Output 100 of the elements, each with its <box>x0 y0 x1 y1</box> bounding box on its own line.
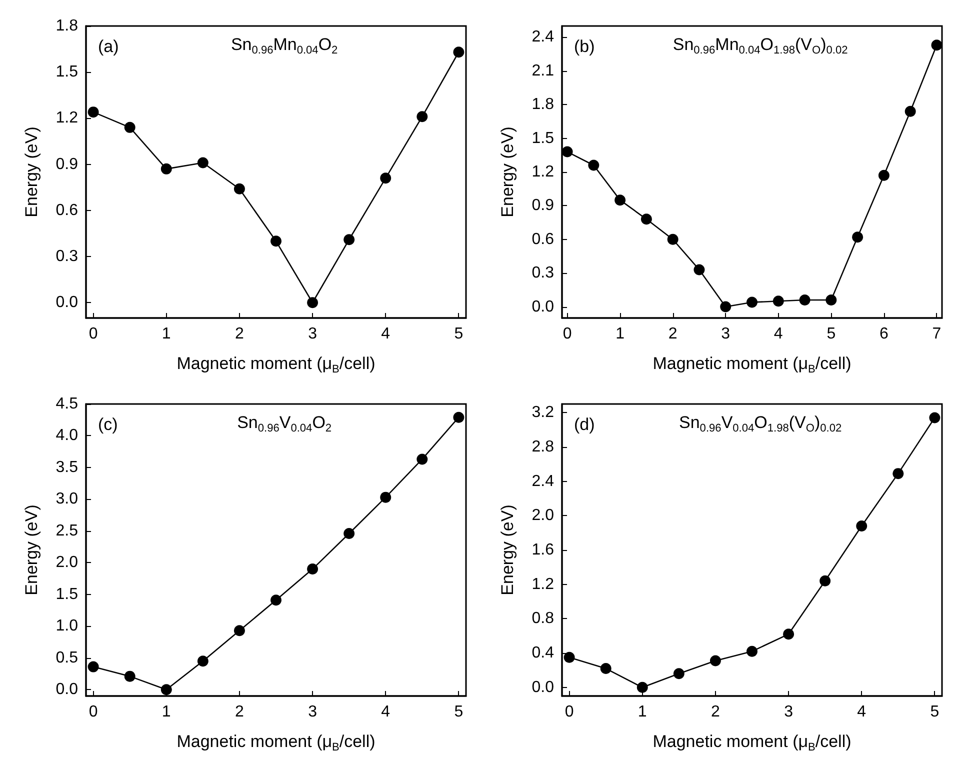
x-tick-label: 0 <box>88 704 98 720</box>
point <box>856 520 868 532</box>
x-tick-label: 0 <box>562 326 572 342</box>
annotation: (c) <box>98 415 118 434</box>
y-tick-label: 0.3 <box>532 264 554 282</box>
point <box>826 294 837 306</box>
annotation: (d) <box>574 415 595 434</box>
point <box>588 160 600 171</box>
y-axis-title: Energy (eV) <box>22 504 41 596</box>
y-tick-label: 1.5 <box>56 586 78 603</box>
point <box>694 264 705 276</box>
point <box>234 183 245 194</box>
point <box>746 646 758 657</box>
point <box>270 236 282 247</box>
x-tick-label: 1 <box>638 704 647 720</box>
point <box>416 454 428 465</box>
y-tick-label: 0.6 <box>532 230 554 248</box>
y-axis-title: Energy (eV) <box>498 504 517 596</box>
x-tick-label: 5 <box>454 704 464 720</box>
y-tick-label: 0.5 <box>56 649 78 666</box>
x-tick-label: 4 <box>381 326 390 342</box>
point <box>88 106 99 118</box>
y-tick-label: 0.9 <box>532 197 554 214</box>
x-tick-label: 1 <box>162 704 171 720</box>
point <box>380 492 392 503</box>
y-tick-label: 0.8 <box>532 610 554 628</box>
y-tick-label: 0.0 <box>56 294 78 312</box>
y-tick-label: 0.4 <box>532 644 554 662</box>
y-tick-label: 1.0 <box>56 618 78 635</box>
point <box>160 163 172 174</box>
x-tick-label: 6 <box>879 326 888 342</box>
point <box>720 301 732 312</box>
x-tick-label: 5 <box>454 326 464 342</box>
x-tick-label: 3 <box>308 704 318 720</box>
y-tick-label: 1.8 <box>532 96 554 114</box>
point <box>931 40 942 51</box>
x-tick-label: 2 <box>668 326 678 342</box>
point <box>772 296 784 307</box>
point <box>820 575 831 586</box>
y-tick-label: 0.9 <box>56 156 78 173</box>
point <box>160 684 172 696</box>
x-tick-label: 0 <box>564 704 574 720</box>
y-tick-label: 2.5 <box>56 522 78 540</box>
x-tick-label: 2 <box>235 704 244 720</box>
x-tick-label: 2 <box>235 326 244 342</box>
y-tick-label: 2.4 <box>532 472 554 490</box>
point <box>307 564 318 575</box>
point <box>234 625 245 636</box>
x-tick-label: 0 <box>88 326 98 342</box>
point <box>562 146 573 158</box>
y-tick-label: 1.8 <box>56 18 78 34</box>
point <box>124 670 136 682</box>
y-tick-label: 2.0 <box>532 507 554 524</box>
point <box>746 296 758 308</box>
annotation: (a) <box>98 37 119 56</box>
y-tick-label: 2.1 <box>532 62 554 80</box>
y-tick-label: 0.6 <box>56 202 78 219</box>
y-tick-label: 1.2 <box>532 164 554 180</box>
y-tick-label: 3.0 <box>56 490 78 508</box>
x-tick-label: 5 <box>930 704 940 720</box>
point <box>783 628 794 640</box>
x-tick-label: 4 <box>857 704 866 720</box>
y-tick-label: 4.5 <box>56 396 78 412</box>
y-tick-label: 1.5 <box>56 64 78 81</box>
x-tick-label: 3 <box>308 326 318 342</box>
y-tick-label: 1.6 <box>532 542 554 558</box>
y-tick-label: 4.0 <box>56 427 78 444</box>
point <box>197 157 208 168</box>
point <box>636 682 648 693</box>
point <box>453 46 464 58</box>
point <box>929 412 940 424</box>
x-tick-label: 4 <box>381 704 390 720</box>
y-tick-label: 0.0 <box>56 681 78 698</box>
x-tick-label: 5 <box>826 326 836 342</box>
point <box>904 106 916 117</box>
point <box>344 528 355 539</box>
y-tick-label: 1.5 <box>532 130 554 147</box>
point <box>270 594 282 606</box>
point <box>710 655 721 666</box>
y-axis-title: Energy (eV) <box>498 126 517 218</box>
point <box>600 663 612 674</box>
y-tick-label: 3.5 <box>56 458 78 476</box>
y-tick-label: 0.3 <box>56 248 78 266</box>
y-axis-title: Energy (eV) <box>22 126 41 218</box>
point <box>307 297 318 308</box>
point <box>380 172 392 184</box>
point <box>640 214 652 225</box>
y-tick-label: 2.0 <box>56 554 78 572</box>
y-tick-label: 2.4 <box>532 28 554 46</box>
x-tick-label: 7 <box>932 326 942 342</box>
point <box>878 170 890 181</box>
point <box>614 194 626 206</box>
y-tick-label: 1.2 <box>56 110 78 127</box>
point <box>799 294 810 306</box>
point <box>344 234 355 246</box>
point <box>673 668 684 680</box>
point <box>453 412 464 423</box>
x-tick-label: 4 <box>774 326 783 342</box>
annotation: (b) <box>574 37 595 56</box>
point <box>124 122 136 133</box>
